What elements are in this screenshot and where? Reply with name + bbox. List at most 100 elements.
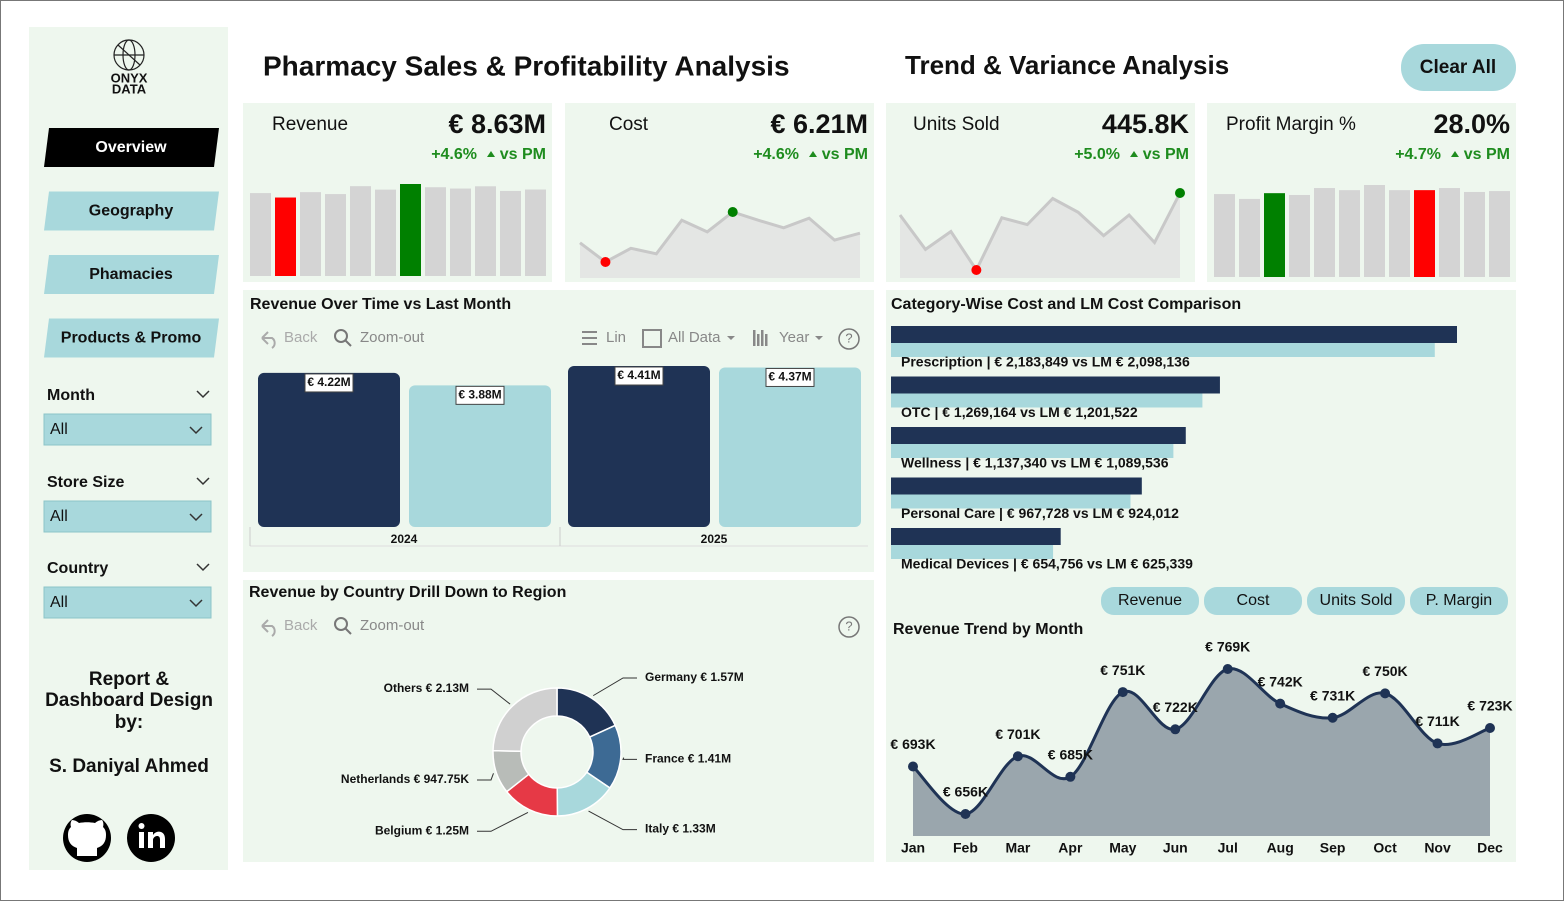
data-label: € 750K: [1363, 663, 1408, 679]
year-icon: [753, 330, 756, 346]
kpi-label: Units Sold: [913, 114, 1000, 135]
toolbar-all-data[interactable]: All Data: [668, 329, 721, 346]
slice-label: Others € 2.13M: [384, 681, 469, 695]
spark-bar: [1414, 190, 1435, 277]
slice-label: Germany € 1.57M: [645, 670, 744, 684]
help-icon[interactable]: [838, 328, 860, 350]
page-title: Pharmacy Sales & Profitability Analysis: [263, 50, 790, 81]
linkedin-icon[interactable]: [127, 814, 175, 862]
bar: [409, 385, 551, 527]
x-tick-label: May: [1109, 840, 1136, 856]
nav-button[interactable]: [44, 318, 219, 358]
data-label: € 769K: [1205, 639, 1250, 655]
github-icon[interactable]: [63, 814, 111, 862]
spark-bar: [1239, 198, 1260, 277]
filter-dropdown[interactable]: [43, 500, 212, 533]
zoom-icon: [334, 617, 348, 631]
trend-point: [1170, 724, 1181, 735]
data-label: € 693K: [890, 736, 935, 752]
label-box: [765, 367, 815, 387]
dropdown-chevron: [189, 426, 203, 435]
data-label: € 4.41M: [617, 368, 660, 382]
nav-button[interactable]: [44, 128, 219, 167]
help-label[interactable]: ?: [845, 618, 852, 633]
data-label: € 711K: [1415, 713, 1459, 729]
nav-button[interactable]: [44, 255, 219, 294]
slice-name: Italy: [645, 822, 669, 836]
trend-point: [960, 809, 971, 819]
up-arrow: [1130, 151, 1138, 157]
leader-line: [592, 677, 637, 697]
max-point: [1175, 188, 1185, 198]
nav-label[interactable]: Overview: [95, 139, 167, 156]
metric-button[interactable]: [1307, 587, 1405, 615]
x-tick-label: Jun: [1163, 840, 1188, 856]
slice-value: € 1.33M: [672, 822, 715, 836]
year-icon: [761, 330, 764, 346]
nav-button[interactable]: [44, 191, 219, 231]
x-tick-label: Feb: [953, 840, 978, 856]
label-box: [304, 373, 354, 393]
nav-label[interactable]: Products & Promo: [61, 330, 202, 347]
category-label: Personal Care | € 967,728 vs LM € 924,01…: [901, 505, 1179, 521]
metric-button-label[interactable]: Revenue: [1118, 592, 1182, 609]
metric-button-label[interactable]: Cost: [1237, 592, 1270, 609]
kpi-label: Cost: [609, 114, 649, 135]
spark-bar: [250, 193, 271, 276]
filter-value[interactable]: All: [50, 508, 68, 525]
data-label: € 731K: [1310, 687, 1355, 703]
spark-bar: [1364, 185, 1385, 277]
toolbar-back[interactable]: Back: [284, 617, 318, 634]
min-point: [600, 257, 611, 267]
kpi-change: +4.7%: [1395, 146, 1441, 163]
metric-button-label[interactable]: P. Margin: [1426, 592, 1492, 609]
panel: [243, 580, 874, 862]
filter-value[interactable]: All: [50, 421, 68, 438]
toolbar-zoom[interactable]: Zoom-out: [360, 329, 425, 346]
clear-button-label[interactable]: Clear All: [1420, 57, 1496, 78]
chart-title: Revenue by Country Drill Down to Region: [249, 584, 566, 601]
chart-title: Revenue Over Time vs Last Month: [250, 296, 511, 313]
filter-chevron: [196, 390, 210, 399]
clear-button[interactable]: [1401, 44, 1516, 91]
donut-slice: [492, 687, 558, 752]
slice-value: € 1.41M: [688, 752, 731, 766]
filter-value[interactable]: All: [50, 594, 68, 611]
lin-icon: [582, 331, 597, 345]
slice-value: € 2.13M: [426, 681, 469, 695]
x-tick-label: Apr: [1058, 840, 1083, 856]
leader-line: [588, 810, 637, 831]
dropdown-icon: [727, 336, 735, 340]
metric-button[interactable]: [1204, 587, 1302, 615]
help-label[interactable]: ?: [845, 330, 852, 345]
nav-label[interactable]: Geography: [89, 203, 174, 220]
data-label: € 4.22M: [307, 375, 350, 389]
trend-point: [908, 761, 918, 772]
metric-button[interactable]: [1101, 587, 1199, 615]
bar: [891, 343, 1435, 357]
filter-dropdown[interactable]: [43, 586, 212, 619]
year-icon: [757, 334, 760, 346]
x-tick-label: Dec: [1477, 840, 1503, 856]
filter-chevron: [196, 477, 210, 486]
toolbar-lin[interactable]: Lin: [606, 329, 626, 346]
filter-label: Country: [47, 560, 108, 577]
credit: Dashboard Design: [45, 690, 213, 711]
x-tick-label: 2024: [391, 532, 418, 546]
toolbar-zoom[interactable]: Zoom-out: [360, 617, 425, 634]
data-label: € 742K: [1258, 673, 1303, 689]
metric-button[interactable]: [1410, 587, 1508, 615]
help-icon[interactable]: [838, 616, 860, 638]
nav-label[interactable]: Phamacies: [89, 266, 173, 283]
toolbar-back[interactable]: Back: [284, 329, 318, 346]
area-fill: [913, 668, 1490, 836]
kpi-label: Profit Margin %: [1226, 114, 1356, 135]
bar: [891, 427, 1186, 444]
label-box: [455, 385, 505, 405]
bar: [891, 376, 1220, 394]
filter-dropdown[interactable]: [43, 413, 212, 446]
data-label: € 3.88M: [458, 388, 501, 402]
metric-button-label[interactable]: Units Sold: [1320, 592, 1393, 609]
kpi-change: +5.0%: [1074, 146, 1120, 163]
toolbar-year[interactable]: Year: [779, 329, 809, 346]
